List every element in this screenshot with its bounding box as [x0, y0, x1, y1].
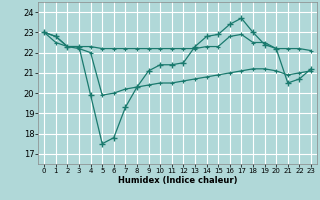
- X-axis label: Humidex (Indice chaleur): Humidex (Indice chaleur): [118, 176, 237, 185]
